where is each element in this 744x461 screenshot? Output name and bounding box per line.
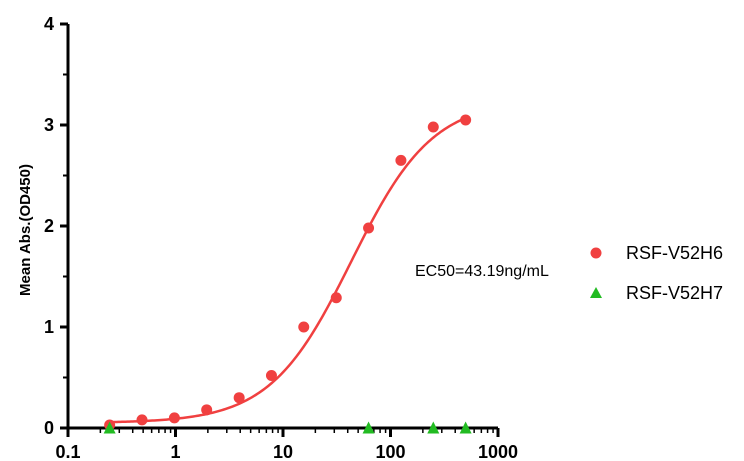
series-layer — [103, 114, 472, 434]
data-point-circle — [460, 114, 472, 126]
data-point-circle — [395, 154, 407, 166]
data-point-circle — [363, 222, 375, 234]
legend-label: RSF-V52H6 — [626, 243, 723, 263]
x-tick-label: 10 — [273, 442, 293, 461]
y-tick-label: 0 — [44, 418, 54, 438]
data-point-circle — [330, 292, 342, 304]
data-point-circle — [233, 392, 245, 404]
data-point-circle — [168, 412, 180, 424]
data-point-circle — [136, 414, 148, 426]
axes: 0 1 2 3 4 0.1 1 10 100 1000 — [44, 14, 518, 461]
x-tick-label: 1000 — [478, 442, 518, 461]
data-point-triangle — [362, 421, 375, 434]
y-tick-label: 3 — [44, 115, 54, 135]
legend-label: RSF-V52H7 — [626, 283, 723, 303]
legend: RSF-V52H6 RSF-V52H7 — [590, 243, 723, 303]
data-point-triangle — [459, 421, 472, 434]
y-tick-label: 1 — [44, 317, 54, 337]
x-tick-label: 100 — [375, 442, 405, 461]
data-point-triangle — [427, 421, 440, 434]
x-tick-label: 1 — [170, 442, 180, 461]
data-point-circle — [265, 369, 277, 381]
data-point-circle — [201, 404, 213, 416]
x-tick-label: 0.1 — [55, 442, 80, 461]
data-point-triangle — [103, 421, 116, 434]
y-axis-label: Mean Abs.(OD450) — [17, 164, 34, 296]
y-tick-label: 4 — [44, 14, 54, 34]
data-point-circle — [427, 121, 439, 133]
ec50-annotation: EC50=43.19ng/mL — [415, 263, 549, 280]
fit-curve-rsf-v52h6 — [109, 116, 467, 424]
legend-marker-triangle — [590, 287, 602, 298]
y-tick-label: 2 — [44, 216, 54, 236]
legend-marker-circle — [590, 247, 602, 259]
data-point-circle — [298, 321, 310, 333]
